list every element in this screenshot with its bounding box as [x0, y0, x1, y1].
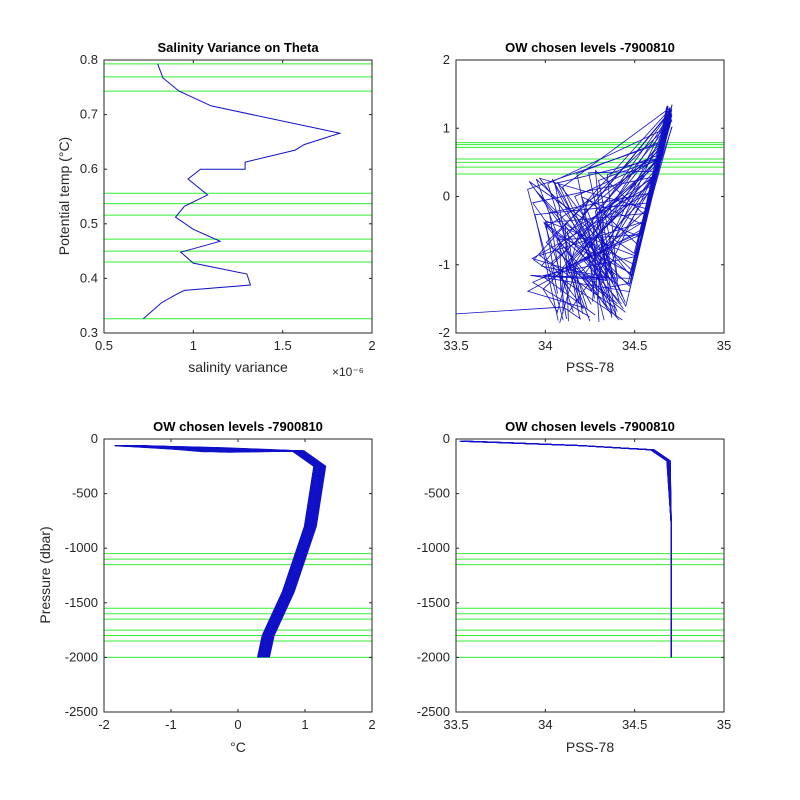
panel-1-data [455, 104, 724, 323]
x-tick-label: 0 [234, 717, 241, 732]
x-tick-label: 0.5 [95, 338, 113, 353]
panel-1-xlabel: PSS-78 [566, 359, 614, 375]
profile-line [546, 111, 672, 297]
x-tick-label: 35 [717, 338, 731, 353]
x-tick-label: 34 [538, 717, 552, 732]
y-tick-label: -2500 [417, 704, 450, 719]
panel-2-data [104, 445, 372, 658]
y-tick-label: 0.8 [80, 52, 98, 67]
panel-0-title: Salinity Variance on Theta [157, 40, 319, 55]
y-tick-label: -1000 [65, 540, 98, 555]
panel-2-xlabel: °C [230, 739, 246, 755]
profile-line [542, 107, 671, 312]
y-tick-label: 1 [443, 120, 450, 135]
y-tick-label: -2 [438, 325, 450, 340]
panel-0-axes-box [103, 59, 373, 334]
x-tick-label: 2 [368, 338, 375, 353]
panel-0-data [104, 63, 372, 320]
y-tick-label: 0.6 [80, 161, 98, 176]
panel-0-ticks: 0.5 1 1.5 2 0.3 0.4 0.5 0.6 0.7 0.8 [80, 52, 376, 353]
panel-0-ylabel: Potential temp (°C) [56, 137, 72, 255]
panel-2-ylabel: Pressure (dbar) [37, 526, 53, 623]
y-tick-label: -500 [72, 486, 98, 501]
x-tick-label: -1 [165, 717, 177, 732]
y-tick-label: 0 [443, 431, 450, 446]
panel-0-xlabel: salinity variance [188, 359, 288, 375]
panel-temp-pressure: -2 -1 0 1 2 -2500 -2000 -1500 -1000 -500 0 OW chos… [37, 419, 376, 755]
y-tick-label: -2000 [65, 649, 98, 664]
panel-3-data [456, 440, 724, 658]
x-tick-label: 2 [368, 717, 375, 732]
profile-line [558, 119, 670, 307]
panel-salinity-variance: 0.5 1 1.5 2 0.3 0.4 0.5 0.6 0.7 0.8 Salinity Vari… [56, 40, 376, 379]
panel-2-title: OW chosen levels -7900810 [153, 419, 323, 434]
panel-3-axes-box [455, 438, 725, 713]
y-tick-label: 0 [91, 431, 98, 446]
y-tick-label: -2000 [417, 649, 450, 664]
y-tick-label: 0.5 [80, 216, 98, 231]
panel-3-ticks: 33.5 34 34.5 35 -2500 -2000 -1500 -1000 -500 0 [417, 431, 731, 732]
y-tick-label: -1500 [65, 595, 98, 610]
profile-line [606, 106, 672, 310]
profile-line [120, 445, 318, 658]
y-tick-label: 2 [443, 52, 450, 67]
profile-line [562, 109, 672, 314]
profile-line [547, 107, 670, 309]
y-tick-label: 0.7 [80, 107, 98, 122]
panel-2-ticks: -2 -1 0 1 2 -2500 -2000 -1500 -1000 -500 0 [65, 431, 376, 732]
profile-line [465, 440, 672, 658]
y-tick-label: -1 [438, 257, 450, 272]
panel-ts-diagram: 33.5 34 34.5 35 -2 -1 0 1 2 OW chosen levels -79… [438, 40, 731, 375]
profile-line [559, 120, 669, 293]
x-tick-label: 35 [717, 717, 731, 732]
profile-line [137, 445, 323, 658]
y-tick-label: -500 [424, 486, 450, 501]
y-tick-label: -1000 [417, 540, 450, 555]
x-tick-label: 1.5 [274, 338, 292, 353]
x-tick-label: 33.5 [443, 717, 468, 732]
panel-3-title: OW chosen levels -7900810 [505, 419, 675, 434]
series-line [142, 63, 342, 320]
panel-0-x-exponent: ×10⁻⁶ [332, 365, 364, 379]
profile-line [455, 306, 582, 320]
y-tick-label: 0.3 [80, 325, 98, 340]
x-tick-label: 34.5 [622, 338, 647, 353]
y-tick-label: 0 [443, 189, 450, 204]
panel-salinity-pressure: 33.5 34 34.5 35 -2500 -2000 -1500 -1000 -500 0 OW… [417, 419, 731, 755]
panel-1-title: OW chosen levels -7900810 [505, 40, 675, 55]
x-tick-label: 1 [301, 717, 308, 732]
panel-1-ticks: 33.5 34 34.5 35 -2 -1 0 1 2 [438, 52, 731, 353]
x-tick-label: 34.5 [622, 717, 647, 732]
x-tick-label: -2 [98, 717, 110, 732]
x-tick-label: 1 [190, 338, 197, 353]
x-tick-label: 34 [538, 338, 552, 353]
y-tick-label: -2500 [65, 704, 98, 719]
x-tick-label: 33.5 [443, 338, 468, 353]
y-tick-label: -1500 [417, 595, 450, 610]
panel-3-xlabel: PSS-78 [566, 739, 614, 755]
y-tick-label: 0.4 [80, 270, 98, 285]
